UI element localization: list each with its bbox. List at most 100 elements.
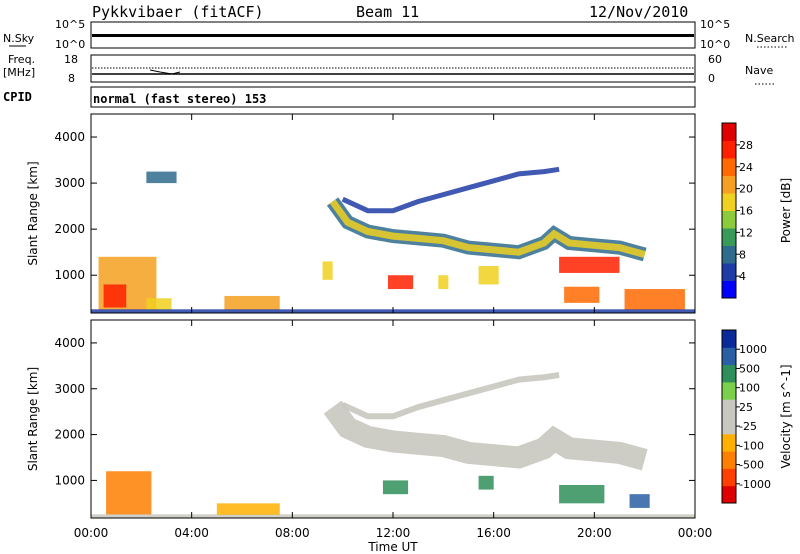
y-tick-label: 2000	[54, 428, 85, 442]
y-axis-title: Slant Range [km]	[26, 161, 40, 265]
velocity-panel: 4000 3000 2000 1000 00:00 04:00 08:00 12:00 16:0…	[26, 319, 793, 554]
colorbar-segment	[722, 468, 736, 487]
colorbar-segment	[722, 330, 736, 348]
colorbar-tick-label: 25	[739, 401, 753, 414]
freq-tick-high: 18	[64, 53, 78, 66]
x-tick-label: 12:00	[376, 526, 411, 540]
nsky-tick-high: 10^5	[55, 18, 85, 31]
scatter-region	[224, 295, 280, 310]
nsearch-label: N.Search	[745, 32, 795, 45]
colorbar-segment	[722, 347, 736, 366]
echo-band-core	[329, 199, 646, 258]
colorbar-segment	[722, 193, 736, 211]
scatter-region	[382, 480, 409, 495]
freq-strip-trace	[92, 67, 694, 75]
noise-strip-frame	[90, 21, 696, 49]
scatter-region	[629, 494, 650, 508]
scatter-region	[146, 171, 177, 184]
date-title: 12/Nov/2010	[589, 3, 688, 21]
scatter-region	[559, 485, 605, 504]
colorbar-segment	[722, 485, 736, 504]
colorbar-segment	[722, 123, 736, 141]
colorbar-segment	[722, 451, 736, 469]
x-tick-label: 20:00	[577, 526, 612, 540]
scatter-region	[438, 275, 449, 290]
freq-strip-frame	[90, 54, 696, 83]
colorbar-segment	[722, 399, 736, 417]
x-tick-label: 00:00	[678, 526, 713, 540]
colorbar-segment	[722, 175, 736, 194]
nave-label: Nave	[745, 64, 773, 77]
scatter-region	[216, 503, 280, 515]
colorbar-tick-label: 24	[739, 161, 753, 174]
nsearch-tick-high: 10^5	[700, 18, 730, 31]
colorbar-segment	[722, 416, 736, 435]
scatter-region	[478, 475, 494, 490]
noise-strip-trace	[92, 34, 694, 37]
colorbar-segment	[722, 280, 736, 299]
nave-tick-high: 60	[708, 53, 722, 66]
colorbar-title: Power [dB]	[779, 178, 793, 243]
colorbar-tick-label: -1000	[739, 478, 771, 491]
colorbar-tick-label: 12	[739, 226, 753, 239]
colorbar-segment	[722, 245, 736, 264]
y-tick-label: 1000	[54, 473, 85, 487]
y-axis-title: Slant Range [km]	[26, 367, 40, 471]
colorbar-tick-label: 500	[739, 362, 760, 375]
scatter-region	[106, 471, 152, 515]
y-tick-label: 1000	[54, 268, 85, 282]
colorbar-segment	[722, 364, 736, 383]
colorbar-tick-label: 1000	[739, 343, 767, 356]
cpid-text: normal (fast stereo) 153	[93, 92, 266, 106]
colorbar-tick-label: 100	[739, 382, 760, 395]
freq-label-line2: [MHz]	[3, 66, 35, 79]
beam-title: Beam 11	[356, 3, 419, 21]
scatter-region	[322, 261, 333, 280]
nsky-tick-low: 10^0	[55, 38, 85, 51]
nsky-label: N.Sky	[3, 32, 35, 45]
colorbar-frame	[721, 329, 737, 504]
y-tick-label: 4000	[54, 130, 85, 144]
colorbar-tick-label: -25	[739, 420, 757, 433]
colorbar-tick-label: 16	[739, 205, 753, 218]
x-axis-title: Time UT	[367, 540, 418, 554]
x-tick-label: 00:00	[74, 526, 109, 540]
scatter-region	[387, 275, 414, 290]
freq-label-line1: Freq.	[8, 53, 35, 66]
y-tick-label: 4000	[54, 336, 85, 350]
station-title: Pykkvibaer (fitACF)	[92, 3, 264, 21]
cpid-label: CPID	[3, 90, 32, 104]
colorbar-tick-label: 28	[739, 139, 753, 152]
scatter-region	[559, 256, 620, 273]
colorbar-tick-label: 20	[739, 183, 753, 196]
cpid-frame	[90, 86, 696, 108]
scatter-region	[103, 284, 127, 308]
x-tick-label: 16:00	[476, 526, 511, 540]
colorbar-tick-label: -500	[739, 459, 764, 472]
colorbar-tick-label: -100	[739, 439, 764, 452]
nave-tick-low: 0	[708, 72, 715, 85]
nsearch-tick-low: 10^0	[700, 38, 730, 51]
colorbar-segment	[722, 140, 736, 159]
scatter-region	[564, 286, 600, 303]
colorbar-tick-label: 8	[739, 248, 746, 261]
velocity-band-upper	[341, 372, 560, 420]
colorbar-segment	[722, 263, 736, 281]
colorbar-segment	[722, 433, 736, 452]
y-tick-label: 3000	[54, 382, 85, 396]
colorbar-segment	[722, 228, 736, 246]
x-tick-label: 04:00	[174, 526, 209, 540]
velocity-band	[323, 400, 648, 471]
x-tick-label: 08:00	[275, 526, 310, 540]
colorbar-segment	[722, 158, 736, 176]
scatter-region	[478, 266, 499, 285]
y-tick-label: 2000	[54, 222, 85, 236]
scatter-region	[146, 298, 172, 310]
colorbar-title: Velocity [m s^-1]	[779, 364, 793, 468]
power-panel: 4000 3000 2000 1000 Slant Range [km] 28 24 20 16…	[26, 113, 793, 314]
echo-band-upper	[341, 166, 560, 214]
colorbar-segment	[722, 381, 736, 400]
y-tick-label: 3000	[54, 176, 85, 190]
colorbar-tick-label: 4	[739, 270, 746, 283]
